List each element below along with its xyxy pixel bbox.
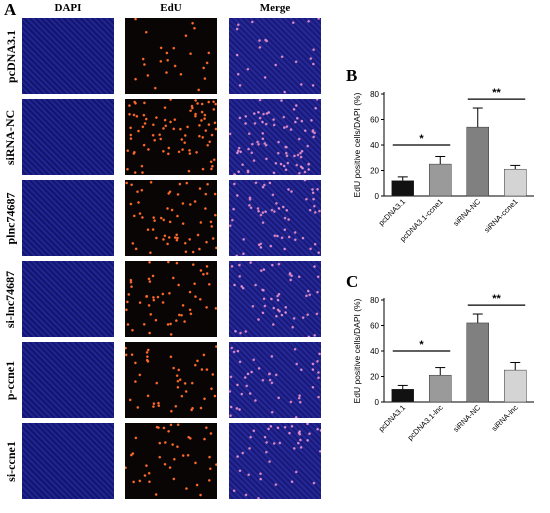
row-label-1: siRNA-NC bbox=[0, 99, 22, 175]
chart-b-svg: 0 20 40 60 80 EdU positive cells/DAPI (%) pcDN… bbox=[352, 87, 534, 244]
chart-b: 0 20 40 60 80 EdU positive cells/DAPI (%) pcDN… bbox=[342, 86, 547, 246]
micrograph-merge-3 bbox=[229, 261, 321, 337]
significance-label-0: * bbox=[419, 339, 424, 351]
micrograph-edu-0 bbox=[125, 18, 217, 94]
row-label-3: si-lnc74687 bbox=[0, 261, 22, 337]
x-tick-label-2: siRNA-NC bbox=[451, 197, 482, 228]
chart-c: 0 20 40 60 80 EdU positive cells/DAPI (%) pcDN… bbox=[342, 292, 547, 452]
bar-0 bbox=[391, 180, 414, 197]
micrograph-dapi-5 bbox=[22, 423, 114, 499]
row-label-5: si-ccne1 bbox=[0, 423, 22, 499]
col-header-edu: EdU bbox=[160, 2, 182, 14]
bar-3 bbox=[504, 168, 527, 197]
x-tick-label-1: pcDNA3.1-lnc bbox=[406, 403, 445, 442]
row-label-4: p-ccne1 bbox=[0, 342, 22, 418]
micrograph-edu-3 bbox=[125, 261, 217, 337]
bar-2 bbox=[466, 126, 489, 197]
x-tick-label-2: siRNA-NC bbox=[451, 403, 482, 434]
bar-2 bbox=[466, 322, 489, 403]
micrograph-merge-2 bbox=[229, 180, 321, 256]
y-tick-label: 20 bbox=[370, 167, 379, 176]
row-label-text: siRNA-NC bbox=[3, 109, 18, 165]
micrograph-edu-2 bbox=[125, 180, 217, 256]
y-tick-label: 40 bbox=[370, 141, 379, 150]
micrograph-merge-5 bbox=[229, 423, 321, 499]
y-tick-label: 40 bbox=[370, 347, 379, 356]
micrograph-merge-0 bbox=[229, 18, 321, 94]
y-tick-label: 60 bbox=[370, 116, 379, 125]
row-label-text: si-lnc74687 bbox=[3, 270, 18, 328]
micrograph-edu-4 bbox=[125, 342, 217, 418]
bar-1 bbox=[429, 163, 452, 197]
y-tick-label: 60 bbox=[370, 322, 379, 331]
row-label-text: si-ccne1 bbox=[3, 440, 18, 482]
y-tick-label: 0 bbox=[375, 398, 380, 407]
significance-label-0: * bbox=[419, 133, 424, 145]
row-label-text: pcDNA3.1 bbox=[3, 29, 18, 83]
chart-c-svg: 0 20 40 60 80 EdU positive cells/DAPI (%) pcDN… bbox=[352, 293, 534, 442]
micrograph-dapi-0 bbox=[22, 18, 114, 94]
micrograph-dapi-2 bbox=[22, 180, 114, 256]
y-axis-title: EdU positive cells/DAPI (%) bbox=[352, 298, 362, 403]
x-tick-label-0: pcDNA3.1 bbox=[377, 403, 408, 434]
col-header-merge: Merge bbox=[259, 2, 291, 14]
panel-a-letter: A bbox=[4, 0, 17, 19]
row-label-0: pcDNA3.1 bbox=[0, 18, 22, 94]
x-tick-label-0: pcDNA3.1 bbox=[377, 197, 408, 228]
bar-3 bbox=[504, 369, 527, 403]
significance-label-1: ** bbox=[492, 293, 501, 305]
micrograph-edu-1 bbox=[125, 99, 217, 175]
y-axis-title: EdU positive cells/DAPI (%) bbox=[352, 92, 362, 197]
y-tick-label: 80 bbox=[370, 90, 379, 99]
significance-label-1: ** bbox=[492, 87, 501, 99]
micrograph-merge-4 bbox=[229, 342, 321, 418]
x-tick-label-3: siRNA-ccne1 bbox=[482, 197, 519, 234]
micrograph-edu-5 bbox=[125, 423, 217, 499]
micrograph-merge-1 bbox=[229, 99, 321, 175]
panel-b-letter: B bbox=[346, 66, 358, 85]
col-header-dapi: DAPI bbox=[54, 2, 82, 14]
bar-1 bbox=[429, 374, 452, 403]
micrograph-dapi-4 bbox=[22, 342, 114, 418]
row-label-text: plnc74687 bbox=[3, 191, 18, 245]
y-tick-label: 20 bbox=[370, 373, 379, 382]
row-label-2: plnc74687 bbox=[0, 180, 22, 256]
bar-0 bbox=[391, 389, 414, 403]
y-tick-label: 0 bbox=[375, 192, 380, 201]
y-tick-label: 80 bbox=[370, 296, 379, 305]
x-tick-label-3: siRNA-lnc bbox=[490, 403, 520, 433]
micrograph-dapi-1 bbox=[22, 99, 114, 175]
panel-c-letter: C bbox=[346, 272, 359, 291]
row-label-text: p-ccne1 bbox=[3, 360, 18, 400]
micrograph-dapi-3 bbox=[22, 261, 114, 337]
